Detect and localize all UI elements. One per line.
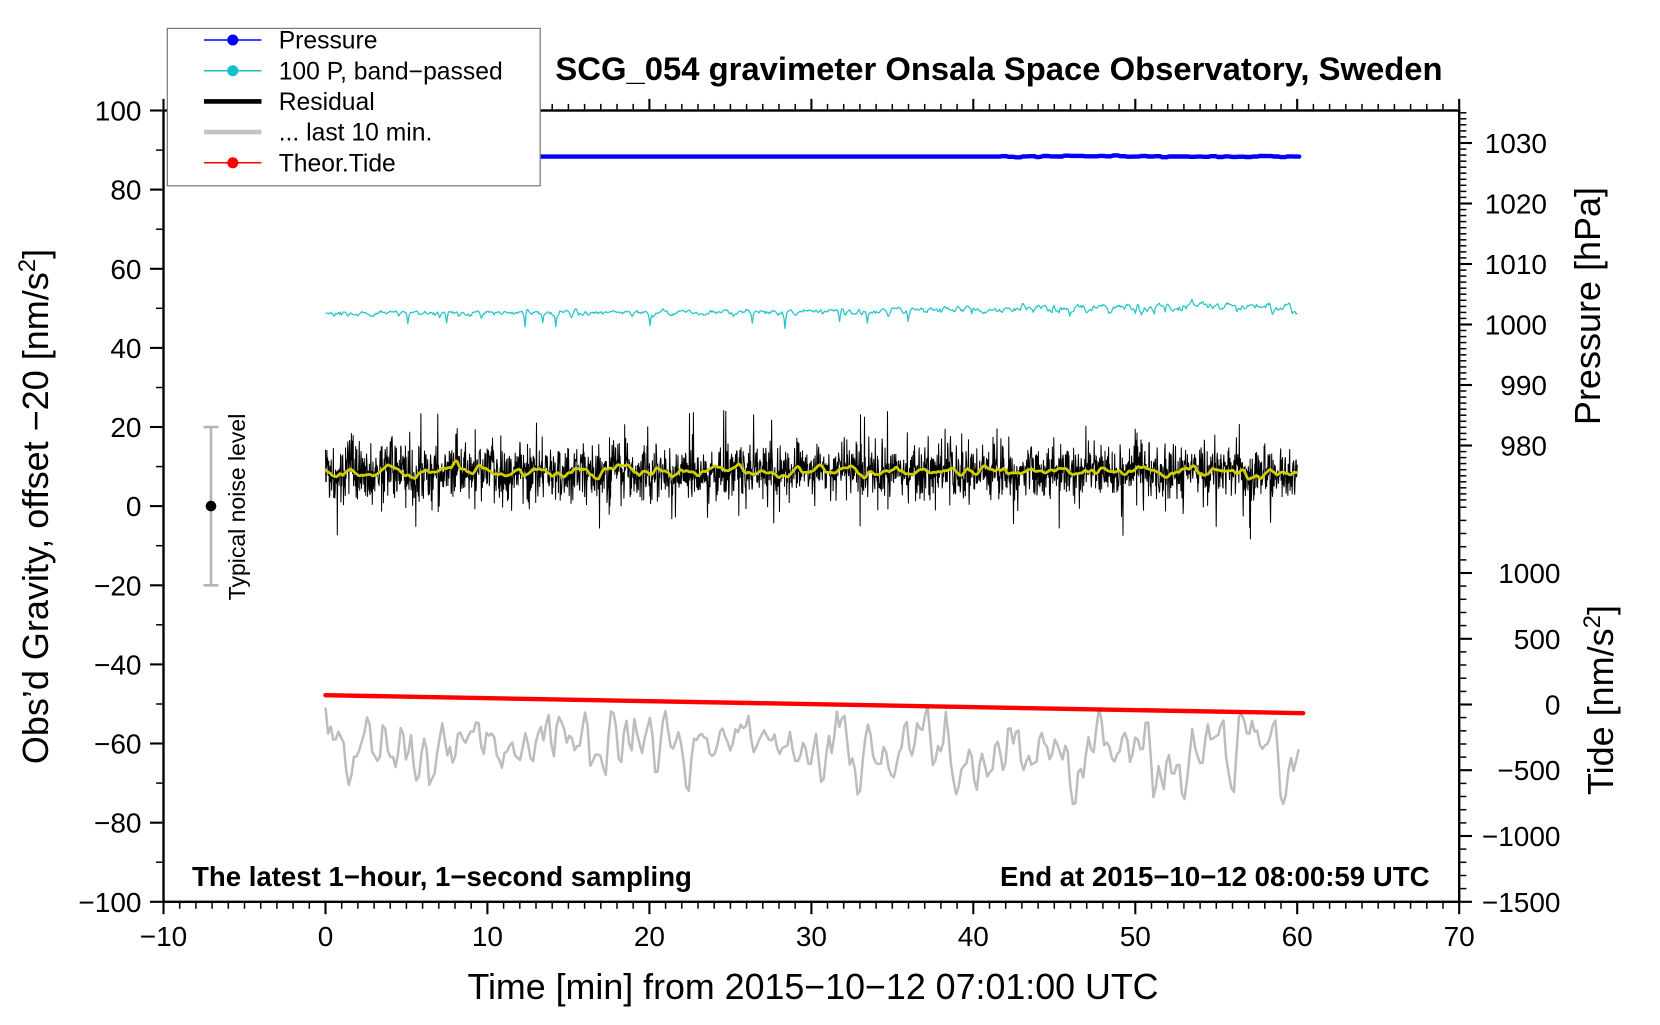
svg-text:30: 30 — [796, 921, 827, 952]
svg-text:60: 60 — [1282, 921, 1313, 952]
svg-text:−20: −20 — [94, 570, 142, 601]
svg-text:10: 10 — [472, 921, 503, 952]
svg-text:0: 0 — [1545, 690, 1561, 721]
svg-text:Residual: Residual — [279, 89, 375, 116]
svg-text:70: 70 — [1444, 921, 1475, 952]
svg-text:1030: 1030 — [1485, 128, 1547, 159]
svg-text:Theor.Tide: Theor.Tide — [279, 150, 396, 177]
svg-text:1020: 1020 — [1485, 189, 1547, 220]
svg-text:20: 20 — [634, 921, 665, 952]
svg-text:100 P, band−passed: 100 P, band−passed — [279, 58, 503, 85]
svg-text:Obs’d Gravity, offset −20 [nm/: Obs’d Gravity, offset −20 [nm/s2] — [14, 249, 56, 764]
svg-text:−40: −40 — [94, 649, 142, 680]
svg-text:−10: −10 — [140, 921, 188, 952]
svg-text:980: 980 — [1500, 431, 1547, 462]
svg-text:−1000: −1000 — [1482, 821, 1561, 852]
svg-text:−60: −60 — [94, 729, 142, 760]
svg-text:−1500: −1500 — [1482, 887, 1561, 918]
svg-text:500: 500 — [1514, 624, 1561, 655]
svg-text:The latest 1−hour, 1−second sa: The latest 1−hour, 1−second sampling — [192, 861, 692, 892]
svg-text:Typical noise level: Typical noise level — [224, 414, 250, 601]
svg-text:1000: 1000 — [1498, 558, 1560, 589]
svg-text:1000: 1000 — [1485, 310, 1547, 341]
svg-text:1010: 1010 — [1485, 249, 1547, 280]
svg-text:60: 60 — [110, 254, 141, 285]
svg-text:80: 80 — [110, 175, 141, 206]
svg-text:−500: −500 — [1497, 755, 1560, 786]
svg-text:Tide [nm/s2]: Tide [nm/s2] — [1579, 605, 1621, 795]
svg-text:Pressure [hPa]: Pressure [hPa] — [1567, 187, 1608, 425]
svg-text:50: 50 — [1120, 921, 1151, 952]
svg-text:−80: −80 — [94, 808, 142, 839]
svg-text:20: 20 — [110, 412, 141, 443]
svg-text:100: 100 — [95, 96, 142, 127]
svg-text:−100: −100 — [78, 887, 141, 918]
svg-text:40: 40 — [958, 921, 989, 952]
svg-text:0: 0 — [126, 491, 142, 522]
svg-text:Time [min] from 2015−10−12 07:: Time [min] from 2015−10−12 07:01:00 UTC — [467, 967, 1158, 1007]
svg-text:... last 10 min.: ... last 10 min. — [279, 120, 433, 147]
svg-text:SCG_054 gravimeter Onsala Spac: SCG_054 gravimeter Onsala Space Observat… — [555, 50, 1442, 87]
svg-text:0: 0 — [318, 921, 334, 952]
svg-text:990: 990 — [1500, 370, 1547, 401]
svg-text:Pressure: Pressure — [279, 28, 378, 55]
svg-text:40: 40 — [110, 333, 141, 364]
svg-text:End at 2015−10−12 08:00:59 UTC: End at 2015−10−12 08:00:59 UTC — [1000, 861, 1430, 892]
